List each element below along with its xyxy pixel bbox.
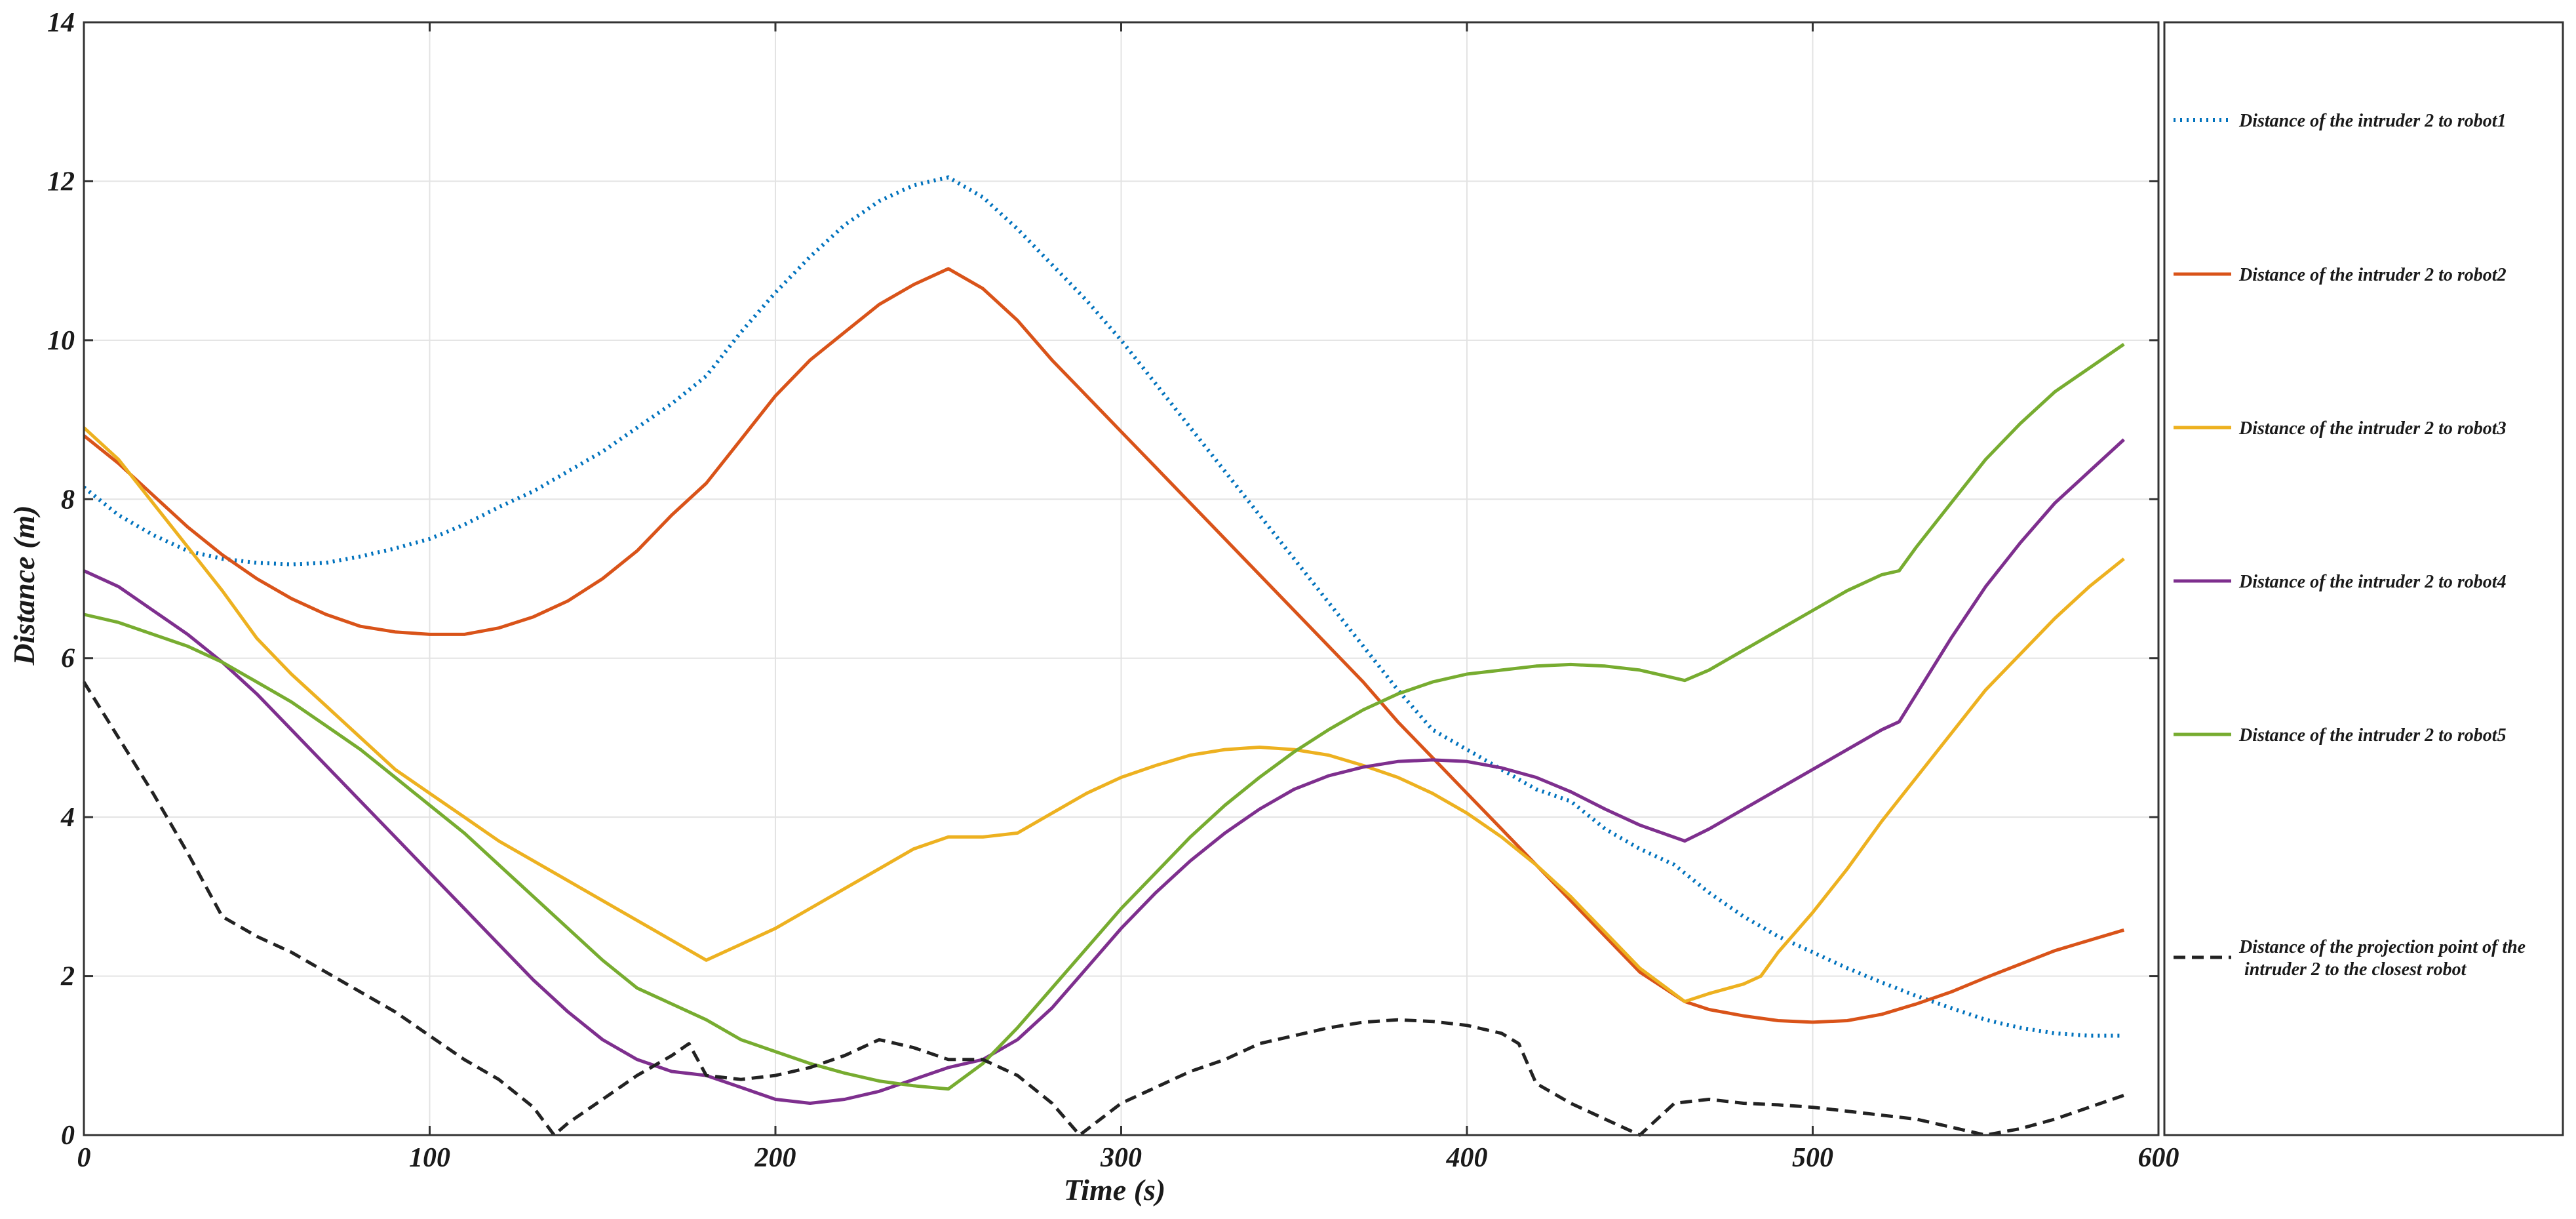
y-tick-label: 4 — [60, 803, 75, 833]
legend-label-3: Distance of the intruder 2 to robot3 — [2238, 418, 2507, 439]
legend-label-5: Distance of the intruder 2 to robot5 — [2238, 725, 2507, 746]
x-tick-label: 200 — [754, 1143, 796, 1173]
y-tick-label: 14 — [47, 8, 75, 38]
y-tick-label: 12 — [47, 167, 75, 197]
x-tick-label: 600 — [2138, 1143, 2179, 1173]
tick-layer: 0 100 200 300 400 500 600 0 2 4 6 8 10 12 14 — [47, 8, 2179, 1173]
legend: Distance of the intruder 2 to robot1 Dist… — [2174, 111, 2526, 980]
legend-box — [2163, 21, 2564, 1136]
series-line-4 — [83, 438, 2125, 1105]
y-tick-label: 6 — [61, 644, 75, 674]
series-line-5 — [83, 342, 2125, 1091]
series-line-3 — [83, 426, 2125, 1003]
legend-label-6: Distance of the projection point of the i… — [2238, 937, 2526, 980]
series-line-2 — [83, 267, 2125, 1024]
y-axis-title: Distance (m) — [7, 505, 41, 666]
x-tick-label: 0 — [77, 1143, 91, 1173]
y-tick-label: 2 — [60, 962, 75, 992]
grid-layer — [83, 22, 2159, 1136]
x-tick-label: 100 — [409, 1143, 450, 1173]
x-tick-label: 300 — [1100, 1143, 1142, 1173]
y-tick-label: 8 — [61, 485, 75, 515]
x-tick-label: 400 — [1446, 1143, 1488, 1173]
legend-label-4: Distance of the intruder 2 to robot4 — [2238, 572, 2507, 592]
legend-label-1: Distance of the intruder 2 to robot1 — [2238, 111, 2507, 131]
y-tick-label: 10 — [47, 326, 75, 356]
series-layer — [82, 175, 2125, 1137]
x-axis-title: Time (s) — [1064, 1173, 1165, 1207]
legend-label-2: Distance of the intruder 2 to robot2 — [2238, 265, 2507, 285]
y-tick-label: 0 — [61, 1121, 75, 1151]
x-tick-label: 500 — [1792, 1143, 1833, 1173]
series-line-1 — [83, 175, 2124, 1038]
